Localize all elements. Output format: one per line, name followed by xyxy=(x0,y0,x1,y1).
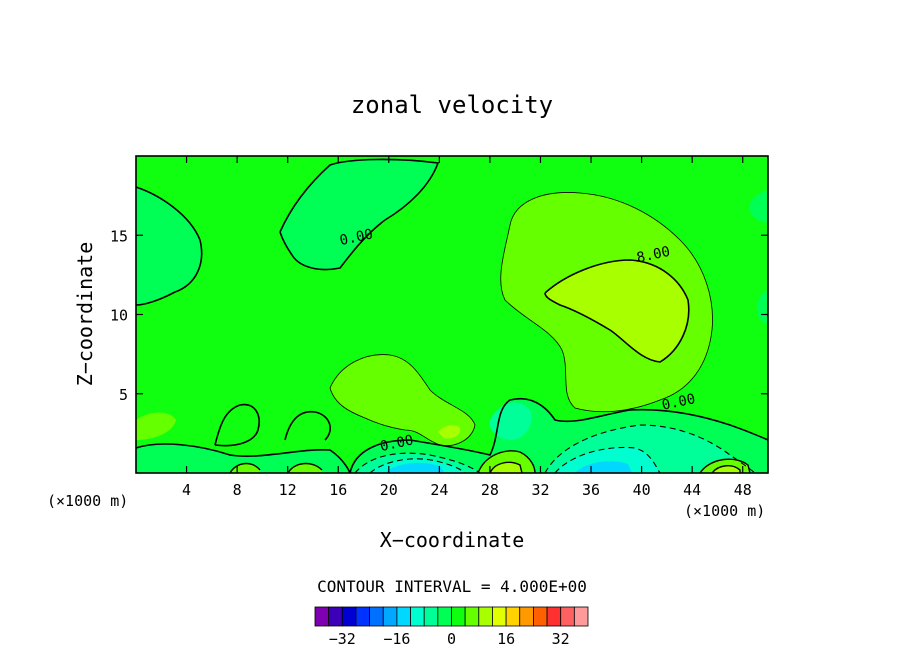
x-tick-label: 4 xyxy=(182,481,191,499)
y-axis-label: Z−coordinate xyxy=(73,242,97,387)
contour-line xyxy=(477,450,536,473)
x-tick-label: 40 xyxy=(633,481,651,499)
plot-area: 0.008.000.000.00 4 8 12 16 20 24 28 32 36 40 44 48 … xyxy=(110,155,769,499)
y-tick-label: 15 xyxy=(110,227,128,245)
contour-region xyxy=(330,354,475,446)
colorbar-swatch xyxy=(328,606,343,627)
contour-line xyxy=(369,458,466,473)
contour-line xyxy=(354,452,481,473)
x-tick-label: 8 xyxy=(233,481,242,499)
colorbar-swatch xyxy=(410,606,425,627)
colorbar-swatch xyxy=(478,606,493,627)
contour-region xyxy=(280,159,438,270)
contour-label: 0.00 xyxy=(338,226,374,249)
colorbar-swatch xyxy=(382,606,398,627)
contour-line xyxy=(544,259,690,363)
x-tick-label: 16 xyxy=(329,481,347,499)
x-tick-label: 32 xyxy=(531,481,549,499)
contour-region xyxy=(136,187,202,305)
contour-region xyxy=(438,425,461,439)
x-tick-label: 36 xyxy=(582,481,600,499)
contour-region xyxy=(757,290,768,325)
x-tick-label: 44 xyxy=(683,481,701,499)
contour-line xyxy=(544,424,756,473)
y-tick-label: 5 xyxy=(119,386,128,404)
x-tick-label: 12 xyxy=(279,481,297,499)
colorbar-swatch xyxy=(546,606,562,627)
colorbar-tick-label: −32 xyxy=(329,630,356,648)
y-tick-label: 10 xyxy=(110,307,128,325)
contour-line xyxy=(349,398,768,473)
contour-line xyxy=(711,465,741,473)
contour-line xyxy=(229,462,261,473)
colorbar-swatch xyxy=(369,606,384,627)
contour-line xyxy=(554,446,661,473)
colorbar-swatch xyxy=(533,606,548,627)
colorbar-swatch xyxy=(492,606,507,627)
contour-region xyxy=(555,447,660,473)
x-tick-label: 48 xyxy=(734,481,752,499)
contour-label: 0.00 xyxy=(379,432,415,455)
colorbar-swatch xyxy=(505,606,521,627)
contour-region xyxy=(749,190,768,223)
colorbar: −32 −16 0 16 32 xyxy=(314,606,589,648)
contour-line xyxy=(329,354,476,447)
chart-title: zonal velocity xyxy=(351,91,553,119)
contour-line xyxy=(699,458,751,473)
contour-line xyxy=(136,186,203,306)
contour-region xyxy=(712,465,740,473)
contour-region xyxy=(385,462,445,473)
colorbar-swatch xyxy=(560,606,575,627)
x-unit-left: (×1000 m) xyxy=(47,492,128,510)
contour-region xyxy=(575,461,632,473)
x-axis-label: X−coordinate xyxy=(380,528,525,552)
colorbar-swatch xyxy=(519,606,534,627)
x-unit-right: (×1000 m) xyxy=(684,502,765,520)
contour-label: 0.00 xyxy=(661,391,697,414)
colorbar-tick-label: 0 xyxy=(447,630,456,648)
contour-line xyxy=(287,462,323,473)
colorbar-swatch xyxy=(355,606,371,627)
colorbar-swatch xyxy=(423,606,439,627)
contour-region xyxy=(545,260,689,362)
x-tick-label: 28 xyxy=(481,481,499,499)
colorbar-swatch xyxy=(437,606,452,627)
contour-interval-label: CONTOUR INTERVAL = 4.000E+00 xyxy=(317,577,587,596)
colorbar-swatch xyxy=(464,606,480,627)
contour-region xyxy=(136,412,176,440)
x-tick-label: 20 xyxy=(380,481,398,499)
contour-line xyxy=(500,192,713,413)
colorbar-tick-label: 16 xyxy=(497,630,515,648)
colorbar-swatch xyxy=(341,606,357,627)
contour-line xyxy=(284,411,331,441)
x-tick-label: 24 xyxy=(430,481,448,499)
colorbar-swatch xyxy=(573,606,589,627)
contour-line xyxy=(489,461,523,473)
colorbar-swatch xyxy=(396,606,411,627)
contour-label: 8.00 xyxy=(635,244,671,267)
contour-line xyxy=(136,443,351,473)
colorbar-tick-label: −16 xyxy=(383,630,410,648)
colorbar-tick-label: 32 xyxy=(552,630,570,648)
colorbar-swatch xyxy=(314,606,330,627)
contour-region xyxy=(489,402,532,440)
colorbar-swatch xyxy=(451,606,466,627)
contour-line xyxy=(279,158,440,271)
contour-line xyxy=(214,403,260,447)
